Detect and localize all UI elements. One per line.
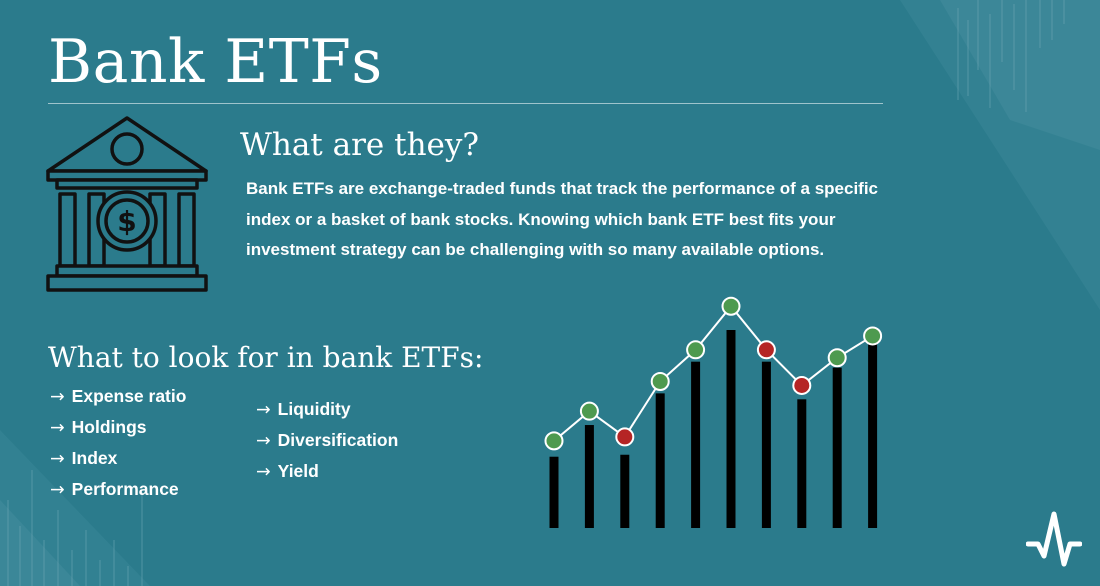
chart-bar <box>691 361 701 528</box>
factor-diversification: Diversification <box>277 430 399 450</box>
factors-list-left: → Expense ratio → Holdings → Index → Perform… <box>50 381 186 505</box>
chart-point-up <box>863 326 883 346</box>
decorative-stock-chart <box>544 296 883 528</box>
chart-point-down <box>792 375 812 395</box>
list-item: → Performance <box>50 474 186 505</box>
factor-holdings: Holdings <box>71 417 147 437</box>
arrow-right-icon: → <box>50 418 65 438</box>
chart-point-up <box>686 340 706 360</box>
title-divider <box>48 103 883 104</box>
chart-trend-line <box>553 304 874 442</box>
factor-liquidity: Liquidity <box>277 399 351 419</box>
chart-point-up <box>721 296 741 316</box>
chart-bar <box>761 361 771 528</box>
what-are-they-heading: What are they? <box>240 127 480 163</box>
look-for-heading: What to look for in bank ETFs: <box>48 341 484 374</box>
factor-index: Index <box>71 448 118 468</box>
arrow-right-icon: → <box>256 400 271 420</box>
list-item: → Yield <box>256 456 398 487</box>
chart-point-up <box>544 431 564 451</box>
factor-expense-ratio: Expense ratio <box>71 386 187 406</box>
heartbeat-logo-icon <box>1026 511 1082 567</box>
list-item: → Liquidity <box>256 394 398 425</box>
arrow-right-icon: → <box>256 462 271 482</box>
chart-bar <box>620 454 630 528</box>
chart-point-up <box>579 401 599 421</box>
chart-point-up <box>650 371 670 391</box>
arrow-right-icon: → <box>50 480 65 500</box>
chart-bar <box>797 399 807 528</box>
arrow-right-icon: → <box>50 387 65 407</box>
chart-bar <box>868 337 878 528</box>
factor-performance: Performance <box>71 479 179 499</box>
page-title: Bank ETFs <box>48 27 383 97</box>
list-item: → Expense ratio <box>50 381 186 412</box>
svg-text:$: $ <box>117 205 136 238</box>
chart-bar <box>726 330 736 528</box>
chart-point-up <box>827 348 847 368</box>
description-text: Bank ETFs are exchange-traded funds that… <box>246 179 879 259</box>
list-item: → Holdings <box>50 412 186 443</box>
chart-bar <box>655 393 665 528</box>
list-item: → Diversification <box>256 425 398 456</box>
factors-list-right: → Liquidity → Diversification → Yield <box>256 394 398 487</box>
chart-bar <box>549 456 559 528</box>
chart-point-down <box>756 340 776 360</box>
chart-point-down <box>615 427 635 447</box>
list-item: → Index <box>50 443 186 474</box>
chart-bar <box>832 367 842 528</box>
chart-bar <box>584 425 594 528</box>
arrow-right-icon: → <box>50 449 65 469</box>
bank-building-dollar-icon: $ <box>46 116 208 292</box>
arrow-right-icon: → <box>256 431 271 451</box>
factor-yield: Yield <box>277 461 319 481</box>
